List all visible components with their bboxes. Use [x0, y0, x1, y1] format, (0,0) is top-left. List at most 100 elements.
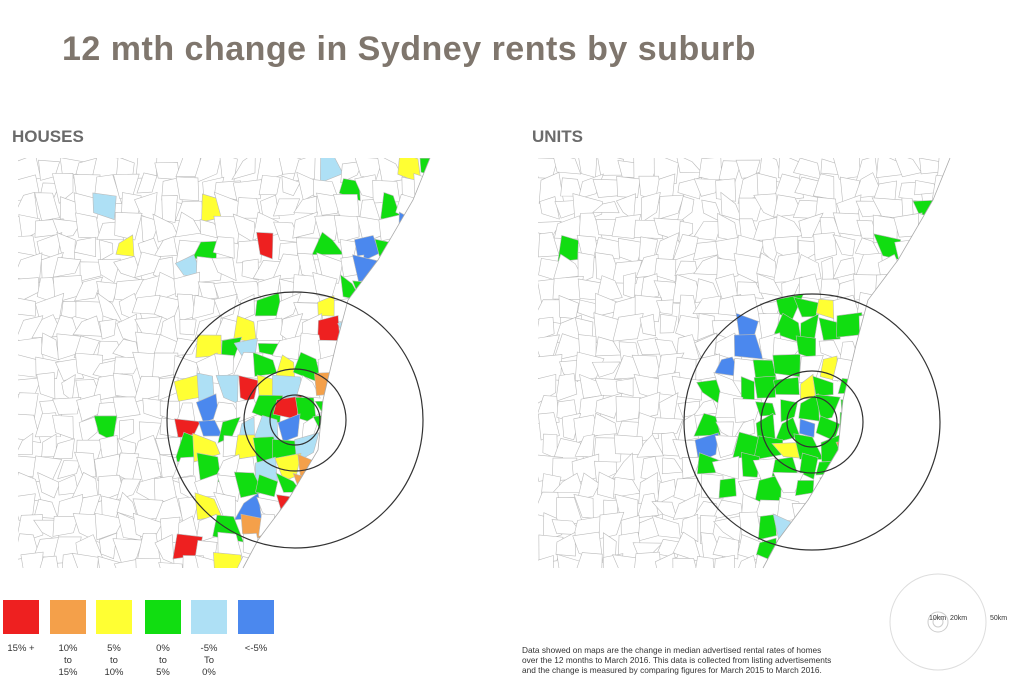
suburb: [657, 478, 677, 505]
legend-label: <-5%: [244, 643, 268, 654]
suburb: [592, 412, 618, 437]
legend-label: 15% +: [7, 643, 35, 654]
suburb: [713, 515, 742, 544]
suburb: [317, 315, 341, 344]
suburb: [871, 459, 900, 478]
suburb: [895, 257, 923, 281]
suburb: [413, 173, 430, 204]
suburb: [197, 281, 218, 300]
suburb: [378, 396, 402, 417]
suburb: [216, 474, 243, 502]
coastline: [242, 157, 431, 569]
suburb: [142, 397, 163, 420]
suburb: [935, 321, 950, 340]
suburb: [373, 314, 401, 345]
suburb: [211, 257, 237, 282]
suburb: [932, 412, 950, 441]
suburb: [20, 551, 44, 568]
suburb: [677, 413, 699, 443]
suburb: [661, 457, 684, 475]
suburb: [874, 536, 904, 559]
suburb: [158, 562, 184, 568]
suburb: [815, 394, 841, 421]
suburb: [57, 460, 81, 480]
scale-label: 50km: [990, 615, 1008, 622]
suburb: [292, 211, 318, 239]
suburb: [855, 394, 882, 422]
suburb: [916, 519, 941, 541]
suburb: [356, 352, 383, 381]
suburb: [41, 433, 57, 458]
suburb: [771, 558, 796, 568]
suburb: [419, 218, 430, 237]
suburb: [215, 374, 239, 404]
suburb: [772, 471, 805, 494]
suburb: [417, 518, 430, 541]
suburb: [277, 413, 301, 443]
suburb: [613, 434, 643, 456]
suburb: [394, 478, 425, 500]
suburb: [236, 294, 255, 323]
suburb: [417, 453, 430, 484]
legend-swatch: [3, 600, 39, 634]
suburb: [74, 451, 97, 478]
suburb: [317, 295, 336, 317]
suburb: [598, 511, 625, 540]
legend-label: 5% to 10%: [104, 643, 124, 678]
suburb: [136, 172, 158, 194]
suburb: [213, 293, 238, 319]
suburb: [733, 398, 763, 423]
suburb: [856, 374, 877, 398]
suburb: [373, 356, 404, 381]
suburb: [374, 238, 400, 257]
suburb: [862, 496, 877, 524]
suburb: [615, 396, 642, 423]
suburb: [941, 391, 950, 424]
suburb: [931, 252, 950, 285]
suburb: [274, 291, 302, 324]
suburb: [872, 513, 896, 544]
suburb: [612, 452, 635, 481]
suburb: [99, 318, 117, 340]
suburb: [894, 436, 921, 456]
suburb: [659, 314, 678, 334]
suburb: [938, 215, 950, 236]
suburb: [939, 472, 950, 501]
suburb: [294, 555, 318, 568]
suburb: [334, 432, 362, 465]
suburb: [355, 532, 374, 561]
suburb: [18, 297, 36, 317]
suburb: [556, 553, 583, 568]
footnote-line: Data showed on maps are the change in me…: [522, 645, 822, 655]
suburb: [379, 452, 394, 480]
footnote-line: and the change is measured by comparing …: [522, 665, 822, 675]
suburb: [52, 515, 79, 537]
suburb: [733, 554, 761, 568]
suburb: [297, 453, 319, 479]
suburb: [654, 552, 678, 568]
suburb: [416, 412, 430, 441]
suburb: [192, 294, 216, 320]
suburb: [377, 255, 399, 277]
suburb: [837, 559, 864, 568]
suburb: [712, 536, 739, 560]
suburb: [354, 473, 384, 503]
suburb: [933, 197, 950, 222]
suburb: [371, 475, 405, 503]
suburb: [352, 254, 383, 282]
suburb: [419, 158, 430, 177]
suburb: [413, 553, 430, 568]
suburb: [52, 397, 82, 415]
suburb: [258, 513, 275, 537]
slide-title: 12 mth change in Sydney rents by suburb: [62, 30, 756, 68]
suburb: [900, 553, 919, 568]
suburb: [391, 280, 421, 299]
suburb: [895, 513, 923, 538]
suburb: [539, 196, 560, 220]
suburb: [837, 513, 862, 539]
suburb: [700, 473, 724, 500]
suburb: [733, 253, 764, 284]
suburb: [757, 514, 777, 541]
suburb: [877, 498, 904, 522]
